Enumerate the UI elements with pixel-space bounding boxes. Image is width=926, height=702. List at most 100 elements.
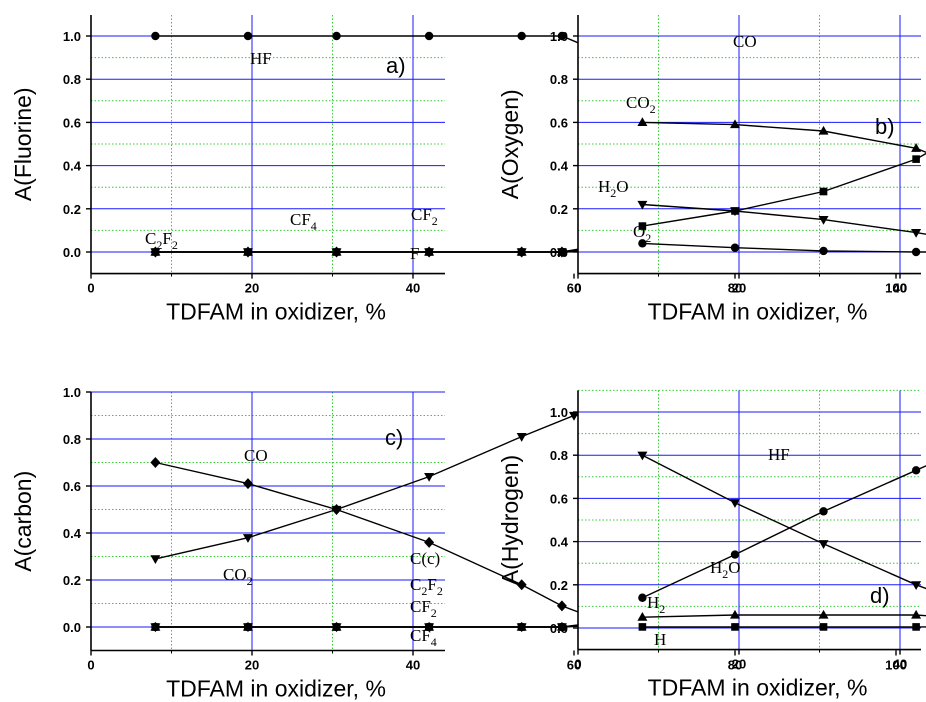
- x-tick-label: 40: [893, 657, 907, 672]
- y-tick-label: 0.6: [550, 115, 568, 130]
- y-tick-label: 0.8: [63, 432, 81, 447]
- x-tick-label: 0: [87, 658, 94, 673]
- x-tick-label: 40: [893, 281, 907, 296]
- y-tick-label: 0.0: [63, 245, 81, 260]
- series-annotation: CO: [733, 32, 757, 51]
- y-tick-label: 0.2: [63, 573, 81, 588]
- x-tick-label: 40: [406, 281, 420, 296]
- data-point: [637, 451, 648, 461]
- y-tick-label: 0.4: [550, 535, 569, 550]
- data-point: [517, 248, 526, 256]
- series-annotation: CF2: [410, 597, 437, 620]
- data-point: [730, 243, 740, 252]
- series-co2: [637, 117, 926, 153]
- series-o2: [638, 239, 926, 257]
- series-annotation: CO2: [223, 565, 253, 588]
- data-point: [243, 622, 253, 632]
- data-point: [424, 473, 435, 482]
- data-point: [637, 612, 648, 621]
- y-axis-label: A(carbon): [10, 471, 36, 572]
- x-tick-label: 20: [245, 281, 259, 296]
- series-annotation: CF2: [411, 205, 438, 228]
- y-axis-label: A(Oxygen): [497, 89, 523, 199]
- panel-label: c): [385, 425, 403, 450]
- series-h: [638, 623, 926, 631]
- data-point: [332, 622, 341, 632]
- data-point: [818, 609, 829, 619]
- data-point: [819, 246, 828, 256]
- y-tick-label: 0.0: [550, 621, 568, 636]
- series-annotation: H2: [647, 593, 665, 616]
- series-line: [642, 626, 926, 628]
- series-annotation: CF4: [410, 626, 437, 649]
- x-tick-label: 0: [87, 281, 94, 296]
- series-line: [642, 121, 926, 153]
- data-point: [731, 623, 739, 631]
- data-point: [242, 534, 253, 543]
- data-point: [912, 155, 920, 163]
- series-line: [642, 454, 926, 590]
- series-h2o: [637, 451, 926, 590]
- panel-label: b): [875, 114, 895, 139]
- data-point: [332, 31, 341, 41]
- data-point: [729, 119, 740, 129]
- data-point: [424, 622, 434, 632]
- series-annotation: O2: [633, 222, 651, 245]
- y-axis-label: A(Hydrogen): [497, 455, 523, 585]
- data-point: [638, 222, 647, 230]
- data-point: [818, 540, 829, 549]
- data-point: [911, 466, 921, 475]
- data-point: [424, 31, 434, 41]
- x-tick-label: 20: [245, 658, 259, 673]
- data-point: [638, 623, 647, 631]
- panel-label: a): [386, 53, 406, 78]
- y-tick-label: 0.8: [63, 72, 81, 87]
- data-point: [331, 504, 342, 515]
- data-point: [556, 600, 567, 612]
- x-tick-label: 60: [567, 281, 581, 296]
- data-point: [819, 623, 828, 631]
- series-annotation: C2F2: [410, 575, 443, 598]
- data-point: [151, 622, 160, 632]
- data-point: [911, 228, 922, 238]
- y-tick-label: 0.0: [550, 245, 568, 260]
- panel-d: 0 20 40 60 80 100 0.0 0.2 0.4 0.6 0.8 1.0 TDFAM in o…: [497, 389, 926, 701]
- panel-label: d): [870, 583, 890, 608]
- x-tick-label: 20: [732, 657, 746, 672]
- data-point: [569, 411, 579, 421]
- data-point: [912, 623, 920, 631]
- data-point: [150, 457, 161, 468]
- series-line: [642, 242, 926, 253]
- y-tick-label: 0.4: [63, 159, 82, 174]
- x-axis-label: TDFAM in oxidizer, %: [166, 299, 386, 325]
- data-point: [729, 207, 740, 217]
- y-axis-label: A(Fluorine): [10, 87, 36, 201]
- data-point: [332, 248, 341, 256]
- plot-area: [91, 392, 445, 651]
- series-hf: [638, 465, 926, 602]
- y-tick-label: 1.0: [63, 385, 81, 400]
- y-tick-label: 1.0: [63, 29, 81, 44]
- series-annotation: H2O: [598, 177, 629, 200]
- series-line: [642, 465, 926, 599]
- data-point: [557, 31, 567, 41]
- data-point: [911, 143, 922, 152]
- data-point: [517, 31, 526, 41]
- x-axis-label: TDFAM in oxidizer, %: [648, 299, 868, 325]
- data-point: [557, 622, 567, 632]
- data-point: [638, 593, 647, 602]
- y-tick-label: 0.6: [550, 491, 568, 506]
- y-tick-label: 0.4: [550, 159, 569, 174]
- data-point: [638, 239, 647, 248]
- series-annotation: H: [654, 630, 666, 649]
- x-tick-label: 0: [574, 657, 581, 672]
- x-axis-label: TDFAM in oxidizer, %: [166, 676, 386, 702]
- series-annotation: H2O: [710, 558, 741, 581]
- series-h2: [637, 609, 926, 621]
- data-point: [819, 187, 828, 196]
- series-line: [642, 614, 926, 618]
- data-point: [729, 609, 740, 619]
- y-tick-label: 1.0: [550, 405, 568, 420]
- data-point: [244, 248, 252, 256]
